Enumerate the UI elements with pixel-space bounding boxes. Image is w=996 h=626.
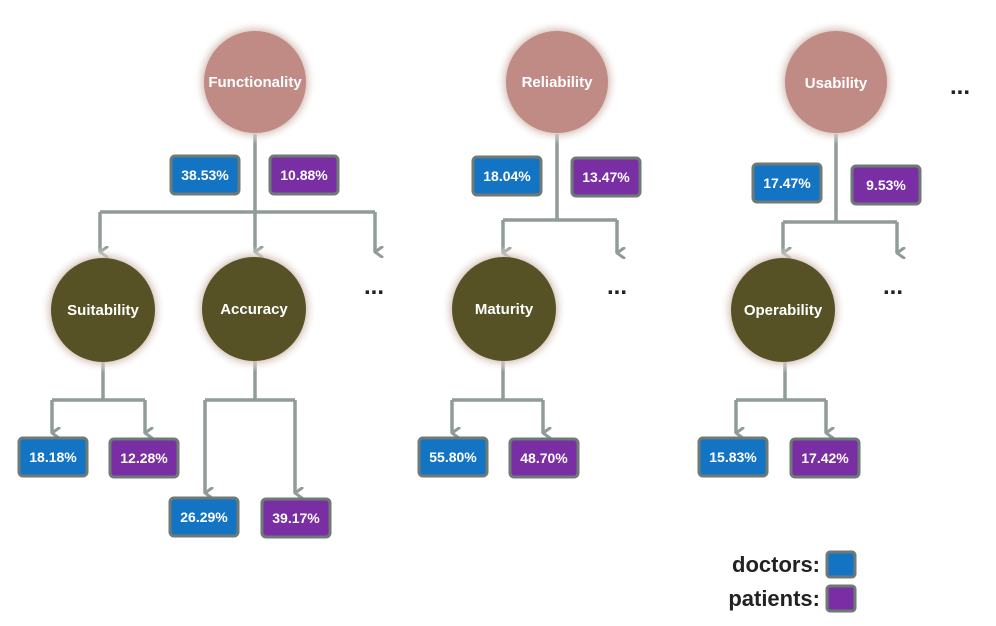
accuracy-patients-box [260,497,332,539]
node-maturity-label: Maturity [475,301,534,318]
reliability-patients-value: 13.47% [582,169,630,185]
reliability-patients-box [570,156,642,198]
legend-doctors-label: doctors: [732,552,820,577]
node-reliability-circle [506,31,608,133]
accuracy-doctors-value: 26.29% [180,509,228,525]
suitability-doctors-value: 18.18% [29,449,77,465]
node-accuracy: Accuracy [191,246,317,372]
functionality-patients-value: 10.88% [280,167,328,183]
legend-doctors-swatch [825,550,857,579]
node-suitability-label: Suitability [67,302,139,319]
legend-patients-swatch [825,584,857,613]
node-operability: Operability [720,247,846,373]
ellipsis-reliability-children: ... [607,273,627,300]
ellipsis-more-characteristics: ... [950,73,970,100]
reliability-doctors-box [471,155,543,197]
ellipsis-functionality-children: ... [364,273,384,300]
node-accuracy-label: Accuracy [220,301,288,318]
node-usability-circle [785,31,887,133]
operability-patients-box [789,437,861,479]
maturity-doctors-box [417,436,489,478]
reliability-doctors-value: 18.04% [483,168,531,184]
node-reliability: Reliability [495,20,619,144]
node-functionality-circle [204,31,306,133]
usability-doctors-box [751,162,823,204]
functionality-doctors-box [169,154,241,196]
node-suitability: Suitability [40,247,166,373]
operability-doctors-value: 15.83% [709,449,757,465]
usability-doctors-value: 17.47% [763,175,811,191]
node-reliability-label: Reliability [522,74,594,91]
maturity-patients-box [508,437,580,479]
accuracy-patients-value: 39.17% [272,510,320,526]
ellipsis-usability-children: ... [883,273,903,300]
node-functionality: Functionality [193,20,317,144]
node-maturity: Maturity [441,246,567,372]
suitability-patients-box [108,437,180,479]
value-boxes [17,154,922,539]
suitability-doctors-box [17,436,89,478]
ellipses: ... ... ... ... [364,73,970,300]
maturity-patients-value: 48.70% [520,450,568,466]
node-operability-circle [731,258,835,362]
functionality-patients-box [268,154,340,196]
node-usability: Usability [774,20,898,144]
accuracy-doctors-box [168,496,240,538]
value-labels: 38.53% 10.88% 18.04% 13.47% 17.47% 9.53%… [29,167,906,526]
node-functionality-label: Functionality [208,74,302,91]
usability-patients-box [850,164,922,206]
operability-doctors-box [697,436,769,478]
functionality-doctors-value: 38.53% [181,167,229,183]
operability-patients-value: 17.42% [801,450,849,466]
node-operability-label: Operability [744,302,823,319]
suitability-patients-value: 12.28% [120,450,168,466]
node-suitability-circle [51,258,155,362]
node-maturity-circle [452,257,556,361]
node-usability-label: Usability [805,75,868,92]
legend: doctors: patients: [728,550,857,613]
maturity-doctors-value: 55.80% [429,449,477,465]
legend-patients-label: patients: [728,586,820,611]
node-accuracy-circle [202,257,306,361]
usability-patients-value: 9.53% [866,177,906,193]
